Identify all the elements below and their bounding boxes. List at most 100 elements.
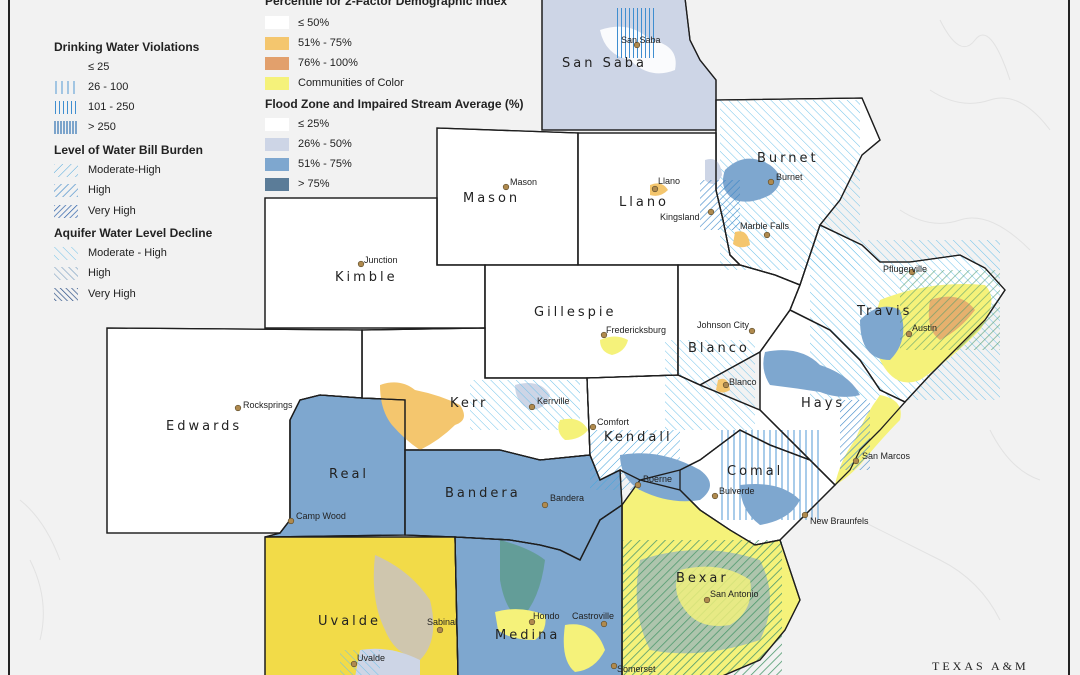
legend-label-dw-0: ≤ 25 <box>88 61 110 73</box>
town-dot <box>767 178 775 186</box>
town-dot <box>436 626 444 634</box>
county-label-bandera: Bandera <box>445 486 521 501</box>
legend-swatch-wb-2 <box>54 205 78 218</box>
medina-communities-east <box>563 624 605 672</box>
town-label-castroville: Castroville <box>572 611 614 621</box>
town-dot <box>287 517 295 525</box>
town-label-kingsland: Kingsland <box>660 212 700 222</box>
town-label-junction: Junction <box>364 255 398 265</box>
town-dot <box>722 381 730 389</box>
town-label-mason: Mason <box>510 177 537 187</box>
town-label-pflugerville: Pflugerville <box>883 264 927 274</box>
county-label-edwards: Edwards <box>166 419 242 434</box>
legend-label-aq-0: Moderate - High <box>88 247 167 259</box>
blanco-aquifer <box>665 340 755 430</box>
legend-aquifer-title: Aquifer Water Level Decline <box>54 226 213 240</box>
legend-swatch-flood-3 <box>265 178 289 191</box>
medina-communities <box>495 609 546 640</box>
county-label-travis: Travis <box>856 304 912 319</box>
county-label-comal: Comal <box>727 464 783 479</box>
county-borders <box>106 0 1006 675</box>
credit-texas-am: TEXAS A&M <box>932 659 1029 673</box>
town-dot <box>711 492 719 500</box>
legend-label-flood-3: > 75% <box>298 178 330 190</box>
town-dot <box>801 511 809 519</box>
legend-swatch-wb-0 <box>54 164 78 177</box>
legend-swatch-demo-3 <box>265 77 289 90</box>
legend-swatch-flood-2 <box>265 158 289 171</box>
county-gillespie <box>484 264 679 379</box>
legend-label-dw-2: 101 - 250 <box>88 101 135 113</box>
town-label-camp-wood: Camp Wood <box>296 511 346 521</box>
town-label-sabinal: Sabinal <box>427 617 457 627</box>
legend-swatch-dw-2 <box>54 101 78 114</box>
bexar-communities <box>676 566 751 626</box>
town-dot <box>634 481 642 489</box>
town-label-boerne: Boerne <box>643 474 672 484</box>
town-dot <box>528 403 536 411</box>
county-labels: San Saba Burnet Mason Llano Kimble Gille… <box>166 56 912 643</box>
legend-label-wb-1: High <box>88 184 111 196</box>
county-label-kimble: Kimble <box>335 270 398 285</box>
town-dot <box>600 620 608 628</box>
blanco-flood <box>763 350 860 397</box>
town-label-kerrville: Kerrville <box>537 396 570 406</box>
town-label-llano: Llano <box>658 176 680 186</box>
legend-drinking-water-title: Drinking Water Violations <box>54 40 200 54</box>
legend-water-bill-title: Level of Water Bill Burden <box>54 143 203 157</box>
county-label-kendall: Kendall <box>604 430 673 445</box>
legend-label-dw-1: 26 - 100 <box>88 81 129 93</box>
legend-label-demo-2: 76% - 100% <box>298 57 358 69</box>
county-label-san-saba: San Saba <box>562 56 647 71</box>
town-dot <box>905 330 913 338</box>
comal-flood <box>740 484 800 525</box>
thematic-overlays <box>340 8 1000 675</box>
town-dot <box>541 501 549 509</box>
town-label-bulverde: Bulverde <box>719 486 755 496</box>
town-label-san-antonio: San Antonio <box>710 589 759 599</box>
town-dot <box>748 327 756 335</box>
town-label-somerset: Somerset <box>617 664 656 674</box>
legend-swatch-dw-1 <box>54 81 78 94</box>
town-label-blanco: Blanco <box>729 377 757 387</box>
town-dot <box>707 208 715 216</box>
legend-label-dw-3: > 250 <box>88 121 116 133</box>
county-label-blanco: Blanco <box>688 341 750 356</box>
town-label-san-saba: San Saba <box>621 35 661 45</box>
travis-flood <box>860 306 904 360</box>
town-label-johnson-city: Johnson City <box>697 320 750 330</box>
legend-swatch-aq-0 <box>54 247 78 260</box>
town-dot <box>502 183 510 191</box>
legend-demographic-title: Percentile for 2-Factor Demographic Inde… <box>265 0 508 8</box>
town-label-rocksprings: Rocksprings <box>243 400 293 410</box>
uvalde-aquifer <box>340 650 380 675</box>
town-markers <box>234 41 916 670</box>
san-saba-drinking-water <box>615 8 655 58</box>
legend-swatch-demo-0 <box>265 16 289 29</box>
county-label-bexar: Bexar <box>676 571 729 586</box>
town-label-bandera: Bandera <box>550 493 584 503</box>
bandera-medina-green <box>500 540 545 620</box>
legend-swatch-dw-3 <box>54 121 78 134</box>
legend-label-flood-1: 26% - 50% <box>298 138 352 150</box>
legend-label-flood-2: 51% - 75% <box>298 158 352 170</box>
county-label-medina: Medina <box>495 628 560 643</box>
town-label-austin: Austin <box>912 323 937 333</box>
county-label-llano: Llano <box>619 195 669 210</box>
town-label-hondo: Hondo <box>533 611 560 621</box>
county-label-mason: Mason <box>463 191 520 206</box>
marble-falls-demographic <box>733 231 750 248</box>
town-dot <box>703 596 711 604</box>
county-label-real: Real <box>329 467 369 482</box>
town-dot <box>528 618 536 626</box>
town-label-marble-falls: Marble Falls <box>740 221 790 231</box>
town-dot <box>852 457 860 465</box>
town-label-san-marcos: San Marcos <box>862 451 911 461</box>
legend-label-wb-2: Very High <box>88 205 136 217</box>
legend-swatch-demo-1 <box>265 37 289 50</box>
legend-label-aq-2: Very High <box>88 288 136 300</box>
gillespie-communities <box>600 336 628 355</box>
legend-swatch-wb-1 <box>54 184 78 197</box>
legend-swatch-demo-2 <box>265 57 289 70</box>
